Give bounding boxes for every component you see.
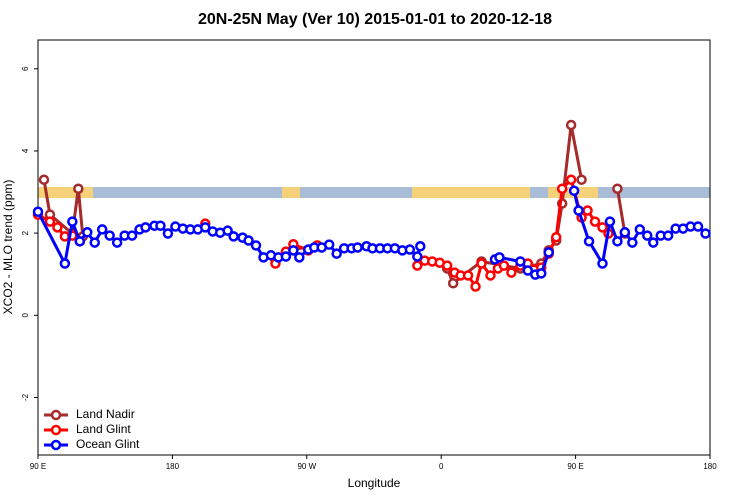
series-line — [42, 124, 627, 286]
point — [228, 231, 239, 242]
point — [550, 231, 562, 243]
point — [543, 247, 554, 258]
ocean-strip — [38, 187, 710, 198]
point — [331, 248, 342, 259]
point — [522, 265, 534, 276]
point — [692, 221, 704, 232]
point — [441, 260, 453, 271]
plot-frame — [37, 39, 711, 456]
point — [162, 228, 174, 239]
point — [556, 183, 568, 194]
point — [700, 228, 711, 239]
legend-label: Land Glint — [76, 422, 131, 436]
y-tick-label: 0 — [21, 313, 30, 318]
map-strip — [38, 187, 710, 198]
y-axis-label: XCO2 - MLO trend (ppm) — [1, 180, 15, 315]
point — [565, 119, 577, 131]
point — [634, 224, 646, 235]
point — [573, 205, 584, 216]
point — [140, 222, 151, 233]
y-tick-label: 6 — [21, 66, 30, 71]
point — [583, 236, 595, 247]
point — [597, 258, 608, 269]
point — [243, 235, 254, 246]
legend-label: Land Nadir — [76, 407, 135, 421]
x-tick-label: 90 W — [297, 462, 316, 471]
point — [662, 230, 674, 241]
point — [73, 183, 84, 194]
point — [627, 237, 638, 248]
y-tick-label: 2 — [21, 230, 30, 235]
point — [352, 242, 363, 253]
y-tick-label: -2 — [21, 393, 30, 401]
point — [648, 237, 659, 248]
point — [604, 216, 616, 227]
point — [612, 183, 623, 194]
point — [506, 267, 517, 278]
point — [200, 222, 211, 233]
point — [415, 241, 426, 252]
x-tick-label: 180 — [166, 462, 180, 471]
point — [44, 216, 56, 227]
point — [582, 205, 593, 216]
legend-marker — [50, 424, 62, 436]
x-tick-label: 180 — [703, 462, 717, 471]
point — [485, 270, 496, 281]
point — [52, 222, 63, 233]
point — [59, 258, 71, 269]
point — [294, 252, 305, 263]
point — [515, 256, 526, 267]
point — [155, 220, 166, 231]
point — [498, 260, 510, 271]
y-tick-label: 4 — [21, 148, 30, 153]
point — [412, 251, 423, 262]
point — [82, 227, 93, 238]
point — [126, 230, 138, 241]
legend-label: Ocean Glint — [76, 437, 140, 451]
land-strip — [412, 187, 530, 198]
point — [642, 230, 653, 241]
point — [96, 224, 108, 235]
point — [89, 237, 100, 248]
land-strip — [282, 187, 300, 198]
point — [536, 268, 547, 279]
x-tick-label: 0 — [439, 462, 444, 471]
point — [565, 174, 577, 185]
point — [111, 237, 123, 248]
land-strip — [38, 187, 93, 198]
point — [589, 216, 601, 227]
point — [619, 227, 631, 238]
legend-marker — [50, 409, 62, 421]
point — [470, 281, 481, 292]
x-tick-label: 90 E — [567, 462, 583, 471]
point — [597, 222, 608, 233]
point — [38, 174, 50, 185]
point — [568, 185, 580, 197]
point — [280, 251, 292, 262]
point — [447, 277, 459, 289]
point — [576, 174, 587, 185]
legend-marker — [50, 439, 62, 451]
point — [476, 258, 487, 269]
point — [494, 252, 505, 263]
point — [612, 236, 623, 247]
x-tick-label: 90 E — [30, 462, 46, 471]
point — [67, 216, 78, 227]
x-axis-label: Longitude — [348, 476, 401, 490]
point — [32, 206, 44, 218]
point — [404, 244, 416, 255]
point — [323, 239, 335, 250]
point — [462, 270, 474, 281]
point — [222, 225, 233, 236]
point — [104, 230, 115, 241]
point — [250, 240, 262, 251]
point — [288, 245, 299, 256]
chart-title: 20N-25N May (Ver 10) 2015-01-01 to 2020-… — [198, 11, 552, 28]
point — [74, 236, 86, 247]
